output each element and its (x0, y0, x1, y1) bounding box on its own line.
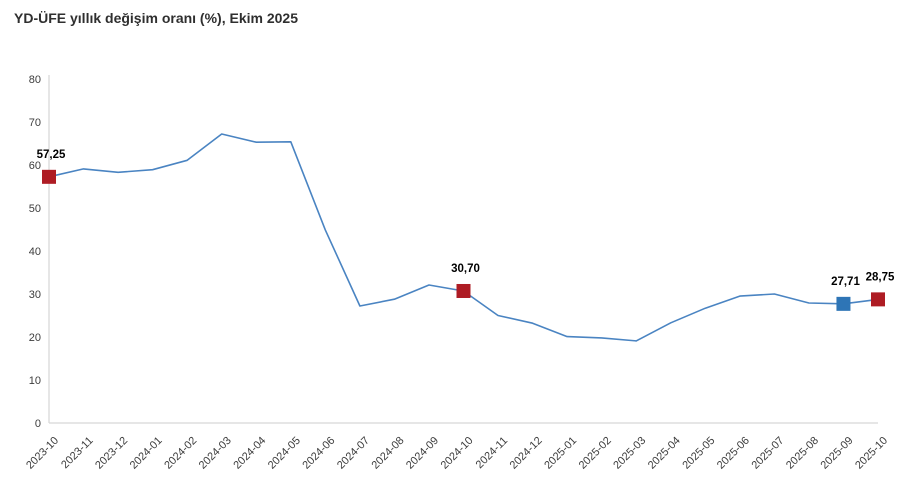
x-tick-label: 2025-06 (715, 435, 752, 472)
x-tick-label: 2024-05 (266, 435, 303, 472)
x-tick-label: 2025-01 (542, 435, 579, 472)
y-tick-label: 30 (29, 289, 41, 301)
x-tick-label: 2023-12 (93, 435, 130, 472)
x-tick-label: 2025-08 (784, 435, 821, 472)
x-tick-label: 2025-07 (749, 435, 786, 472)
value-label: 27,71 (831, 276, 860, 288)
x-tick-label: 2024-01 (128, 435, 165, 472)
x-tick-label: 2024-12 (508, 435, 545, 472)
x-tick-label: 2024-09 (404, 435, 441, 472)
x-tick-label: 2024-11 (474, 435, 510, 471)
x-tick-label: 2024-02 (162, 435, 199, 472)
y-tick-label: 80 (29, 74, 41, 86)
x-tick-label: 2023-11 (59, 435, 95, 471)
y-tick-label: 60 (29, 160, 41, 172)
chart-title: YD-ÜFE yıllık değişim oranı (%), Ekim 20… (14, 10, 298, 26)
x-tick-label: 2025-04 (646, 435, 683, 472)
x-tick-label: 2025-05 (680, 435, 717, 472)
value-label: 30,70 (451, 263, 480, 275)
value-label: 57,25 (37, 149, 66, 161)
data-marker (42, 169, 56, 184)
y-tick-label: 50 (29, 203, 41, 215)
data-marker (456, 283, 471, 298)
y-tick-label: 70 (29, 117, 41, 129)
y-tick-label: 20 (29, 332, 41, 344)
x-tick-label: 2023-10 (24, 435, 61, 472)
x-tick-label: 2024-06 (300, 435, 337, 472)
data-marker (871, 292, 885, 307)
value-label: 28,75 (866, 271, 895, 283)
x-tick-label: 2024-07 (335, 435, 372, 472)
x-tick-label: 2024-08 (370, 435, 407, 472)
x-tick-label: 2025-02 (577, 435, 614, 472)
y-tick-label: 10 (29, 375, 41, 387)
series-line (48, 133, 879, 342)
x-tick-label: 2025-09 (819, 435, 856, 472)
y-tick-label: 0 (35, 418, 41, 430)
x-tick-label: 2024-04 (231, 435, 268, 472)
x-tick-label: 2025-03 (611, 435, 648, 472)
x-tick-label: 2025-10 (853, 435, 890, 472)
data-marker (836, 296, 851, 311)
y-tick-label: 40 (29, 246, 41, 258)
x-tick-label: 2024-10 (439, 435, 476, 472)
x-tick-label: 2024-03 (197, 435, 234, 472)
